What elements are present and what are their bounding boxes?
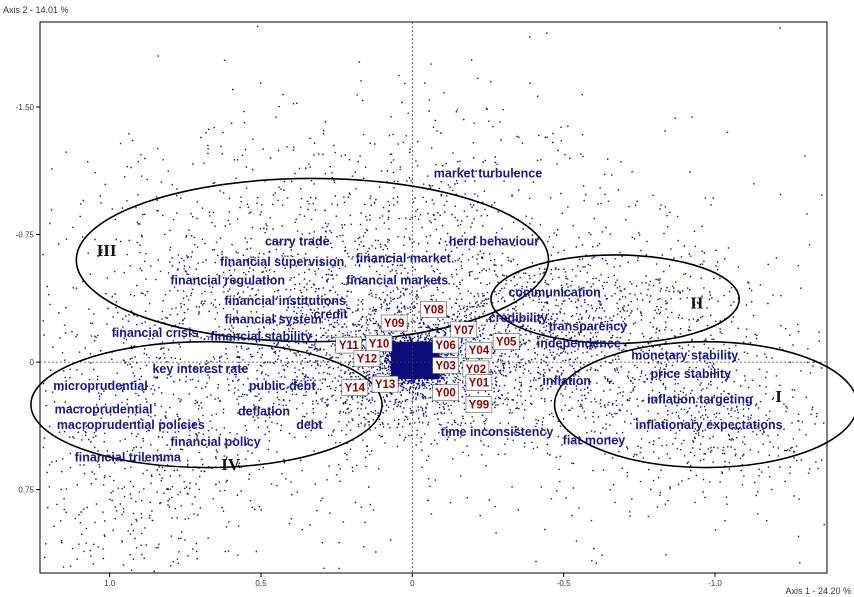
year-box <box>371 375 399 393</box>
y-tick-label: -0.75 <box>16 231 35 240</box>
year-box <box>335 336 363 354</box>
term-label: financial crisis <box>112 326 199 340</box>
y-tick-label: -1.50 <box>16 103 35 112</box>
year-label: Y08 <box>423 304 444 316</box>
year-label: Y13 <box>375 379 395 391</box>
year-labels: Y08 Y09 Y07 Y11 Y10 Y06 Y05 Y04 Y12 Y03 Y02 Y13 Y14 Y… <box>335 301 520 413</box>
term-label: financial trilemma <box>75 450 182 464</box>
year-label: Y11 <box>339 340 359 352</box>
year-box <box>420 301 447 318</box>
year-box <box>432 357 459 374</box>
y-tick-label: 0.75 <box>18 486 34 495</box>
term-label: inflation <box>542 374 591 388</box>
term-label: macroprudential policies <box>57 418 205 432</box>
y-tick-label: 0 <box>30 358 35 367</box>
year-box <box>380 314 408 332</box>
x-tick-label: 0.5 <box>255 579 267 588</box>
term-label: communication <box>508 285 600 299</box>
year-box <box>465 341 493 359</box>
year-label: Y05 <box>496 337 517 349</box>
y-axis-title: Axis 2 - 14.01 % <box>3 5 69 15</box>
term-label: financial stability <box>210 330 311 344</box>
term-label: transparency <box>549 319 628 333</box>
term-label: monetary stability <box>631 348 738 362</box>
term-label: microprudential <box>53 379 147 393</box>
year-label: Y04 <box>469 345 490 357</box>
term-label: financial markets <box>346 273 448 287</box>
region-label-i: I <box>775 387 782 406</box>
year-box <box>465 396 493 413</box>
term-label: credit <box>314 308 349 322</box>
year-box <box>353 350 381 368</box>
year-label: Y14 <box>345 383 366 395</box>
year-label: Y00 <box>435 388 455 400</box>
term-label: public debt <box>249 379 317 393</box>
region-ellipse-i <box>553 340 854 469</box>
region-label-iii: III <box>97 241 117 260</box>
x-tick-label: -0.5 <box>557 579 571 588</box>
term-label: independence <box>537 336 621 350</box>
year-label: Y02 <box>466 364 486 376</box>
year-label: Y03 <box>435 361 455 373</box>
region-ellipse-iii <box>75 177 550 343</box>
region-label-iv: IV <box>221 455 241 474</box>
term-label: time inconsistency <box>441 425 554 439</box>
region-label-ii: II <box>690 294 704 313</box>
year-label: Y07 <box>454 325 474 337</box>
term-label: debt <box>296 418 323 432</box>
term-label: credibility <box>489 311 548 325</box>
year-box <box>432 384 459 402</box>
year-label: Y99 <box>469 400 489 412</box>
term-label: financial system <box>224 313 321 327</box>
x-tick-label: -1.0 <box>708 579 722 588</box>
term-label: carry trade <box>265 234 330 248</box>
year-label: Y12 <box>357 354 377 366</box>
term-label: financial supervision <box>220 255 344 269</box>
year-box <box>492 333 520 351</box>
x-axis-title: Axis 1 - 24.20 % <box>785 586 851 596</box>
year-box <box>465 374 493 391</box>
term-label: financial market <box>356 251 452 265</box>
x-tick-label: 1.0 <box>104 579 116 588</box>
year-label: Y10 <box>369 338 389 350</box>
year-label: Y06 <box>435 340 455 352</box>
term-label: key interest rate <box>152 362 248 376</box>
x-tick-label: 0 <box>410 579 415 588</box>
dense-point-block <box>391 341 440 380</box>
term-label: herd behaviour <box>449 234 539 248</box>
plot-frame <box>39 21 828 574</box>
term-label: price stability <box>650 367 731 381</box>
region-ellipse-iv <box>30 340 383 469</box>
term-label: macroprudential <box>55 403 153 417</box>
term-label: market turbulence <box>434 166 542 180</box>
term-label: fiat money <box>563 433 626 447</box>
year-label: Y01 <box>469 378 490 390</box>
term-label: financial institutions <box>224 294 346 308</box>
year-box <box>450 321 478 339</box>
region-ellipse-ii <box>490 254 741 345</box>
term-label: inflationary expectations <box>635 418 782 432</box>
term-labels: market turbulence carry trade herd behavio… <box>53 166 782 464</box>
term-label: deflation <box>238 404 290 418</box>
year-box <box>341 379 369 396</box>
axis-ticks: 1.0 0.5 0 -0.5 -1.0 -1.50 -0.75 0 0.75 <box>16 103 723 588</box>
term-label: inflation targeting <box>647 393 753 407</box>
term-label: financial regulation <box>170 273 285 287</box>
year-box <box>432 336 459 354</box>
year-label: Y09 <box>384 318 404 330</box>
term-label: financial policy <box>170 435 260 449</box>
point-cloud <box>42 25 825 573</box>
